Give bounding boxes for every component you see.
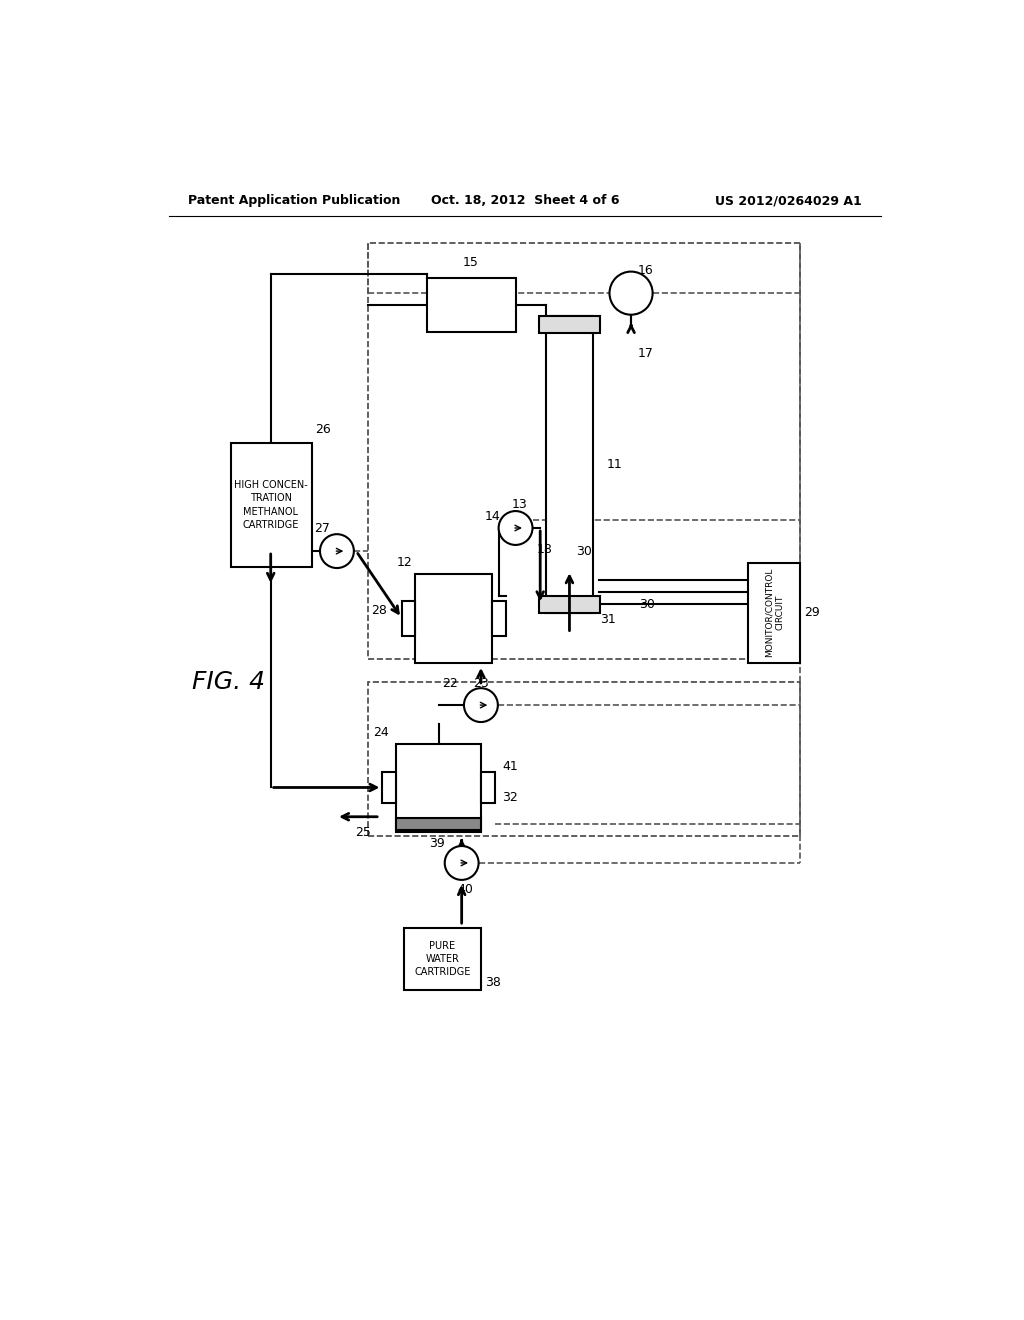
Bar [539, 317, 600, 333]
Bar [401, 601, 416, 636]
Bar [396, 818, 481, 830]
Bar [382, 772, 396, 803]
Text: 13: 13 [512, 499, 527, 511]
Text: 32: 32 [503, 791, 518, 804]
Text: US 2012/0264029 A1: US 2012/0264029 A1 [716, 194, 862, 207]
Circle shape [319, 535, 354, 568]
Text: 23: 23 [473, 677, 489, 690]
Bar [403, 928, 481, 990]
Bar [416, 574, 493, 663]
Text: 16: 16 [637, 264, 653, 277]
Text: 26: 26 [315, 422, 331, 436]
Text: 12: 12 [396, 556, 412, 569]
Text: 18: 18 [537, 543, 552, 556]
Text: Patent Application Publication: Patent Application Publication [188, 194, 400, 207]
Text: 17: 17 [637, 347, 653, 360]
Bar [427, 277, 515, 331]
Circle shape [464, 688, 498, 722]
Text: 31: 31 [600, 612, 616, 626]
Text: 39: 39 [429, 837, 445, 850]
Bar [481, 772, 495, 803]
Bar [493, 601, 506, 636]
Bar [539, 595, 600, 612]
Text: 40: 40 [458, 883, 474, 896]
Bar [749, 562, 801, 663]
Text: 15: 15 [463, 256, 479, 269]
Bar [368, 243, 801, 659]
Text: 14: 14 [484, 510, 501, 523]
Text: 24: 24 [373, 726, 389, 739]
Text: FIG. 4: FIG. 4 [193, 671, 265, 694]
Text: Oct. 18, 2012  Sheet 4 of 6: Oct. 18, 2012 Sheet 4 of 6 [430, 194, 620, 207]
Text: 30: 30 [575, 545, 592, 557]
Text: MONITOR/CONTROL
CIRCUIT: MONITOR/CONTROL CIRCUIT [764, 568, 784, 657]
Text: 30: 30 [639, 598, 654, 611]
Bar [547, 317, 593, 612]
Bar [230, 444, 311, 566]
Bar [368, 682, 801, 836]
Circle shape [444, 846, 478, 880]
Text: 38: 38 [484, 975, 501, 989]
Text: 41: 41 [503, 760, 518, 774]
Text: 29: 29 [804, 606, 820, 619]
Bar [396, 743, 481, 832]
Text: HIGH CONCEN-
TRATION
METHANOL
CARTRIDGE: HIGH CONCEN- TRATION METHANOL CARTRIDGE [233, 480, 307, 529]
Circle shape [609, 272, 652, 314]
Text: 25: 25 [355, 825, 372, 838]
Text: 27: 27 [313, 521, 330, 535]
Text: PURE
WATER
CARTRIDGE: PURE WATER CARTRIDGE [415, 941, 471, 977]
Text: 22: 22 [442, 677, 458, 690]
Text: 11: 11 [606, 458, 623, 471]
Text: 28: 28 [371, 603, 387, 616]
Circle shape [499, 511, 532, 545]
